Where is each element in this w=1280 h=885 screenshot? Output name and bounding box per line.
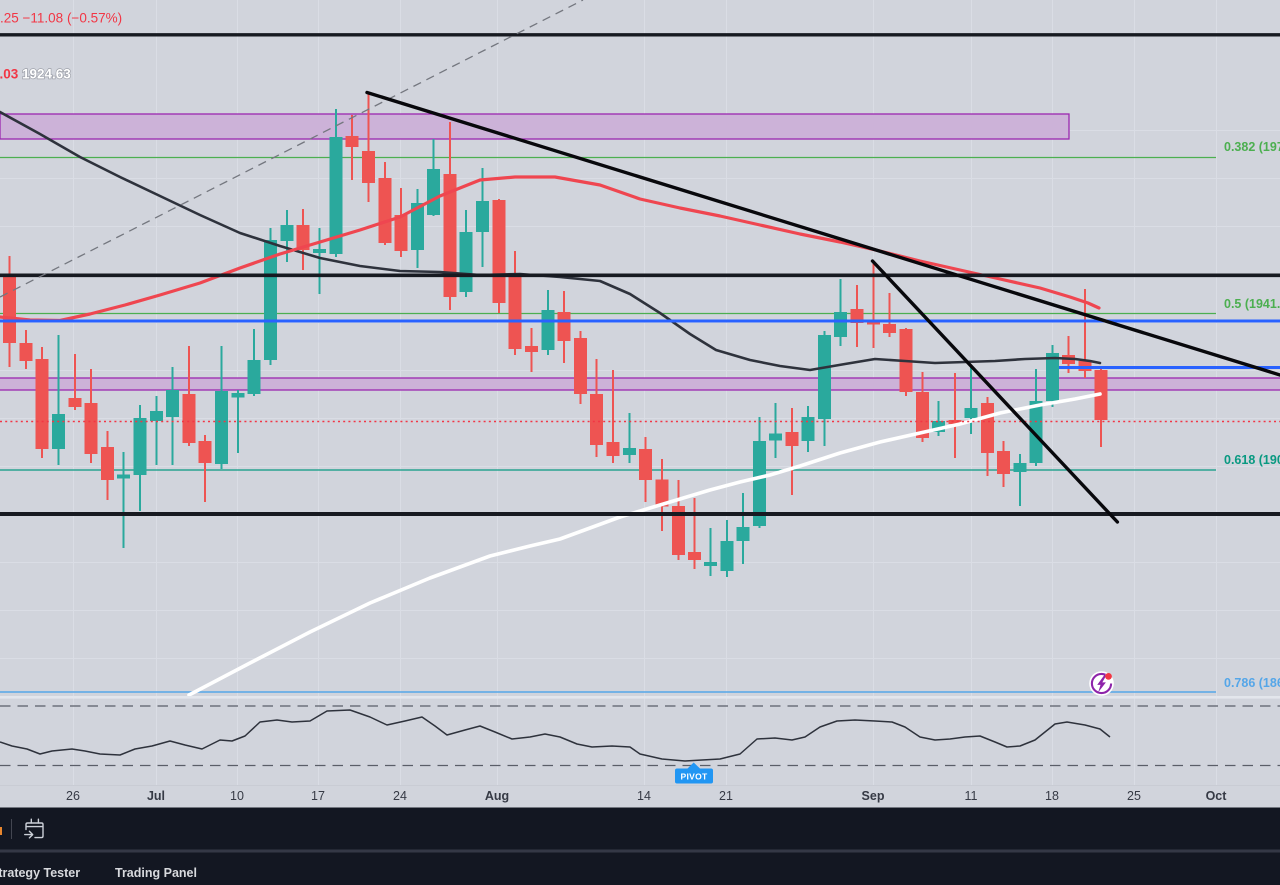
svg-text:24: 24 [393, 789, 407, 803]
svg-text:0.618 (1905.2: 0.618 (1905.2 [1224, 453, 1280, 467]
svg-text:21: 21 [719, 789, 733, 803]
svg-text:11: 11 [965, 789, 978, 803]
svg-text:Aug: Aug [485, 789, 509, 803]
svg-text:17: 17 [311, 789, 325, 803]
svg-text:Strategy Tester: Strategy Tester [0, 866, 80, 880]
svg-text:10: 10 [230, 789, 244, 803]
svg-text:26: 26 [66, 789, 80, 803]
svg-text:0.382 (1973.1: 0.382 (1973.1 [1224, 140, 1280, 154]
svg-text:0.786 (1862.3: 0.786 (1862.3 [1224, 676, 1280, 690]
svg-text:Sep: Sep [862, 789, 885, 803]
svg-text:9.25 −11.08 (−0.57%): 9.25 −11.08 (−0.57%) [0, 11, 122, 26]
svg-text:1924.63: 1924.63 [22, 67, 71, 82]
svg-text:PIVOT: PIVOT [680, 772, 708, 782]
svg-text:0.5 (1941.95: 0.5 (1941.95 [1224, 297, 1280, 311]
svg-text:18: 18 [1045, 789, 1059, 803]
svg-text:Trading Panel: Trading Panel [115, 866, 197, 880]
svg-text:Jul: Jul [147, 789, 165, 803]
svg-text:Oct: Oct [1206, 789, 1228, 803]
svg-text:5.03: 5.03 [0, 67, 19, 82]
svg-text:14: 14 [637, 789, 651, 803]
svg-text:25: 25 [1127, 789, 1141, 803]
svg-text:1924.63: 1924.63 [22, 67, 71, 82]
